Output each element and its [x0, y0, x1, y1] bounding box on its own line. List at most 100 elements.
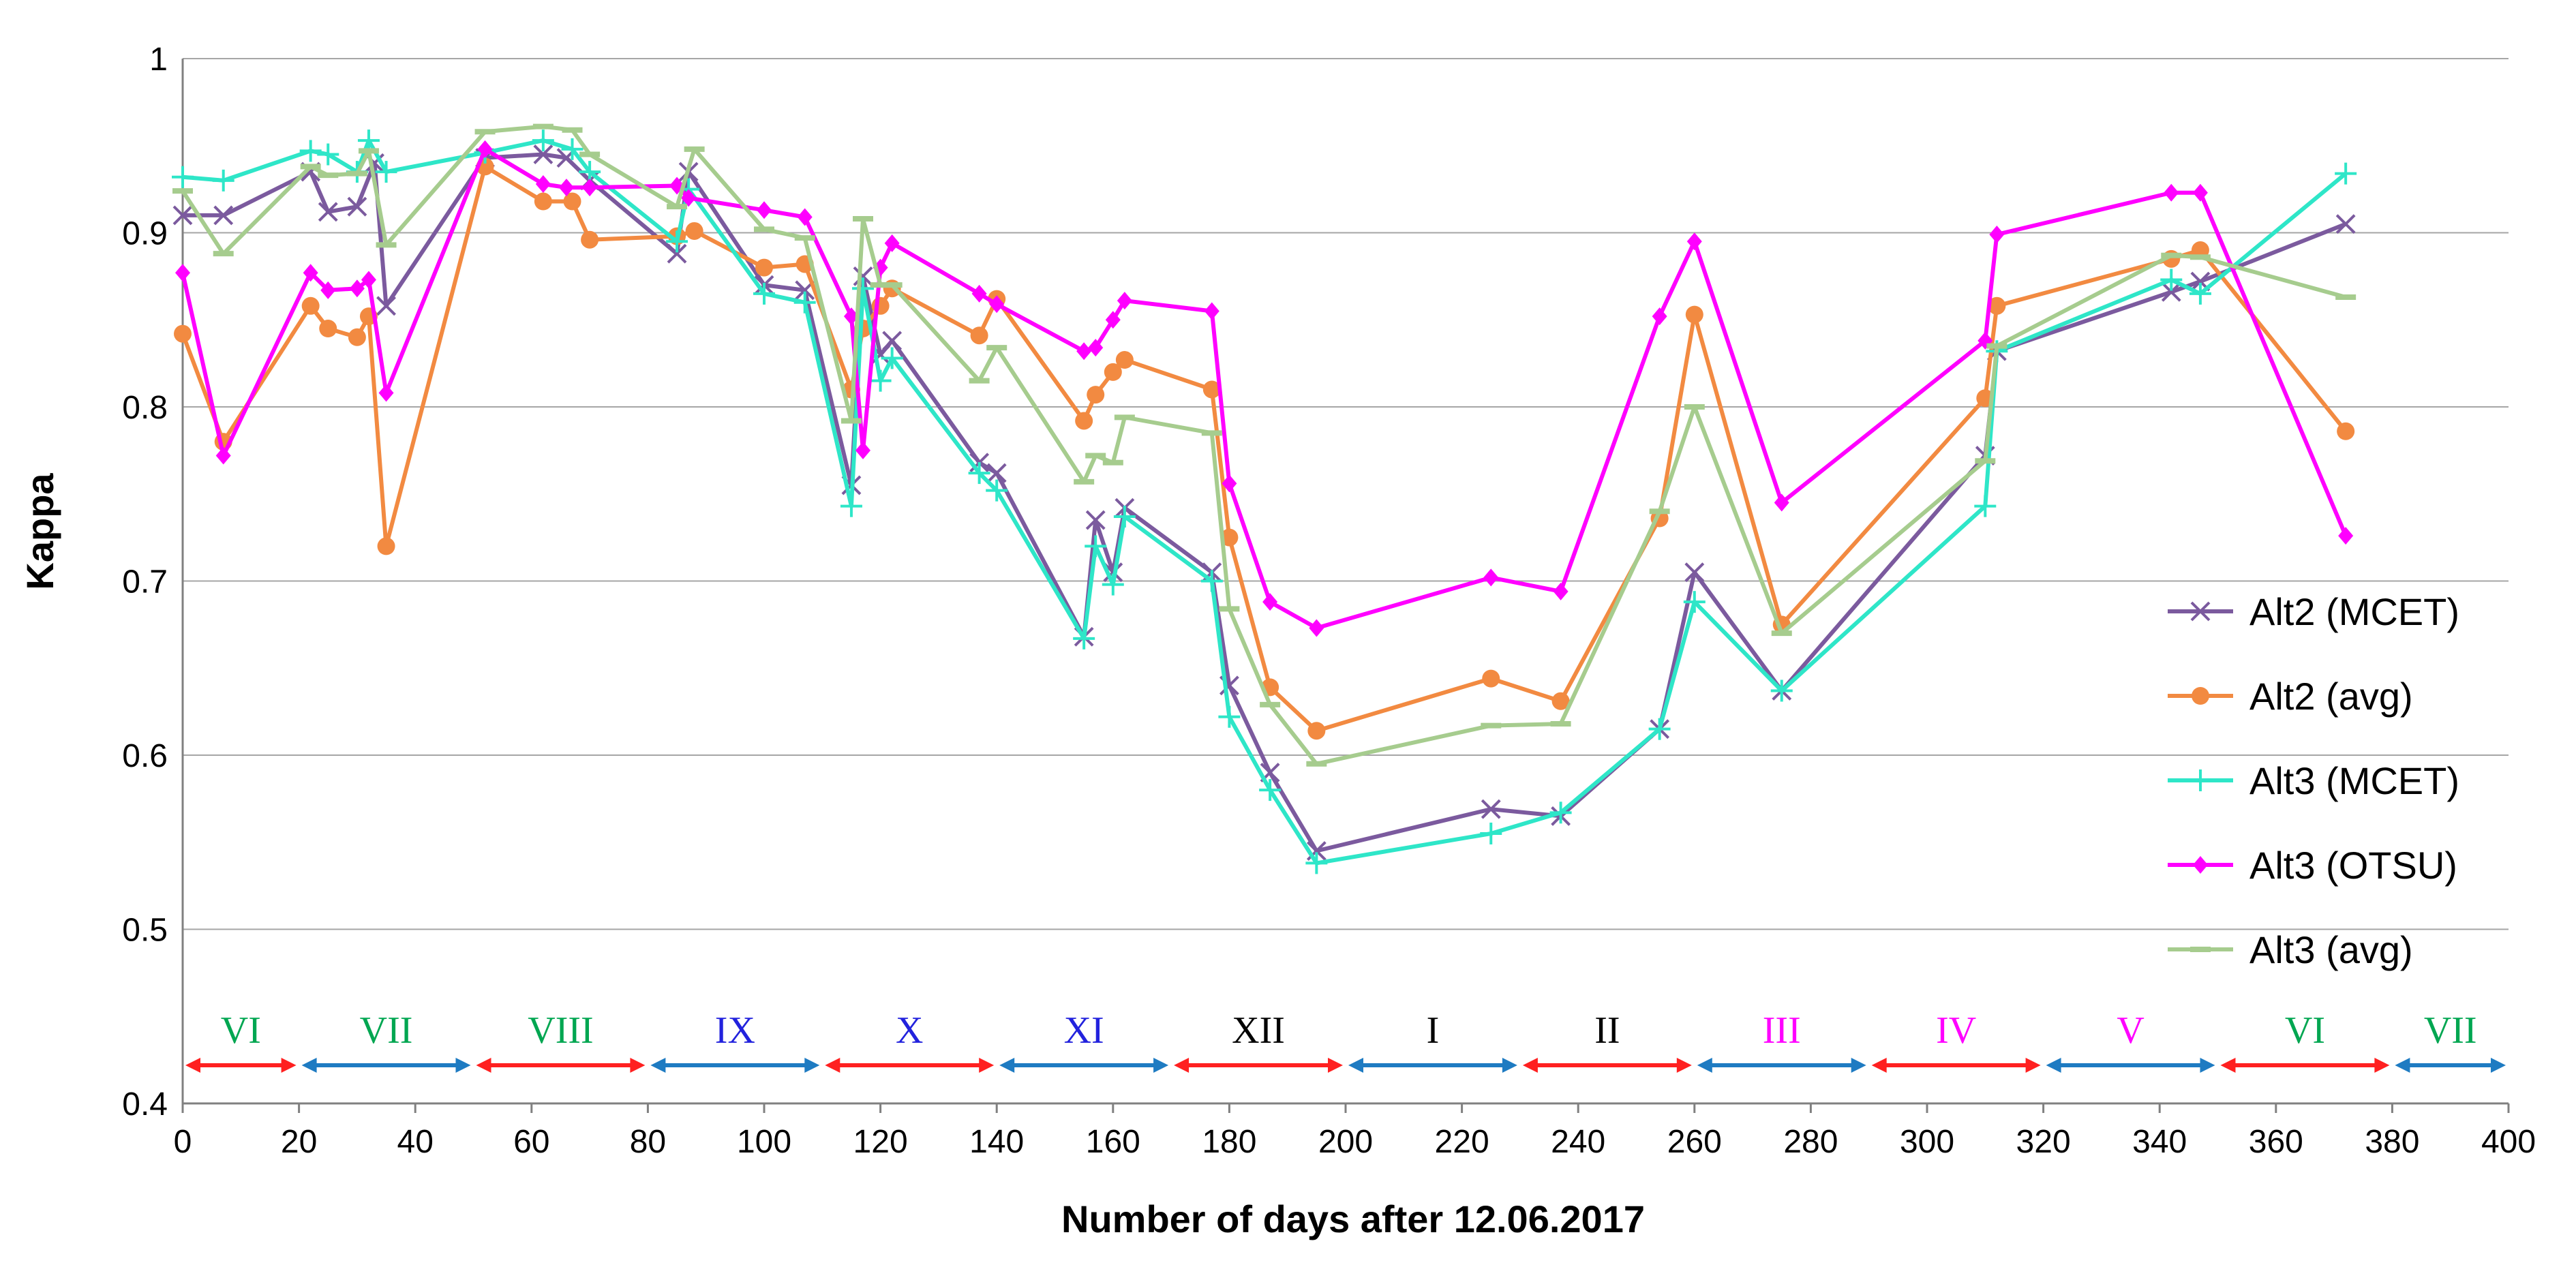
data-point — [1073, 627, 1095, 650]
month-band: VII — [2395, 1009, 2506, 1073]
data-point — [2190, 601, 2211, 622]
month-arrow-head-left — [1348, 1058, 1363, 1073]
data-point — [2335, 162, 2357, 185]
data-point — [361, 271, 376, 289]
data-point — [882, 331, 903, 351]
data-point — [1480, 822, 1502, 844]
data-point — [1087, 386, 1105, 404]
data-point — [348, 328, 366, 346]
series-alt3-otsu — [175, 140, 2354, 637]
month-arrow-head-left — [1871, 1058, 1887, 1073]
month-band: V — [2046, 1009, 2215, 1073]
data-series — [172, 123, 2357, 874]
data-point — [378, 384, 394, 402]
y-tick-label: 0.8 — [122, 390, 168, 426]
data-point — [1305, 852, 1328, 874]
data-point — [881, 347, 903, 369]
month-arrow-head-left — [1522, 1058, 1538, 1073]
x-tick-label: 140 — [969, 1124, 1024, 1160]
data-point — [1262, 593, 1278, 611]
x-tick-label: 120 — [853, 1124, 908, 1160]
month-arrow-head-right — [2025, 1058, 2041, 1073]
data-point — [1113, 505, 1136, 528]
data-point — [375, 161, 397, 183]
y-tick-label: 0.9 — [122, 216, 168, 252]
month-arrow-head-right — [630, 1058, 646, 1073]
y-tick-label: 0.7 — [122, 564, 168, 600]
data-point — [840, 495, 862, 517]
data-point — [1222, 474, 1237, 493]
data-point — [582, 179, 598, 197]
data-point — [1103, 562, 1123, 583]
month-arrow-head-left — [825, 1058, 840, 1073]
month-arrow-head-left — [185, 1058, 200, 1073]
data-point — [1685, 305, 1703, 324]
data-point — [2160, 269, 2183, 291]
x-tick-label: 80 — [630, 1124, 666, 1160]
data-point — [1974, 495, 1997, 517]
data-point — [666, 230, 688, 253]
data-point — [1549, 802, 1572, 824]
month-arrow-head-left — [301, 1058, 317, 1073]
legend-item: Alt2 (avg) — [2168, 675, 2413, 718]
month-label: XI — [1064, 1009, 1104, 1052]
x-tick-label: 160 — [1086, 1124, 1140, 1160]
data-point — [320, 281, 336, 299]
data-point — [319, 320, 337, 338]
data-point — [852, 277, 875, 300]
month-arrow-head-right — [1328, 1058, 1343, 1073]
x-tick-label: 40 — [397, 1124, 434, 1160]
x-tick-label: 200 — [1318, 1124, 1373, 1160]
y-axis-title: Kappa — [18, 473, 61, 590]
data-point — [1481, 799, 1501, 819]
data-point — [1076, 342, 1092, 361]
y-tick-label: 0.4 — [122, 1086, 168, 1123]
data-point — [175, 264, 190, 282]
month-label: IV — [1936, 1009, 1976, 1052]
data-point — [1204, 302, 1219, 320]
month-bands: VI VII VIII IX X XI XII I II III IV V VI VII — [185, 1009, 2506, 1073]
data-point — [212, 169, 234, 192]
x-tick-label: 60 — [513, 1124, 549, 1160]
data-point — [301, 296, 320, 315]
month-arrow-head-right — [1502, 1058, 1517, 1073]
data-point — [317, 143, 339, 166]
data-point — [2335, 214, 2356, 234]
data-point — [1770, 680, 1793, 702]
month-band: VI — [185, 1009, 297, 1073]
data-point — [172, 205, 193, 226]
series-line — [181, 147, 2348, 630]
data-point — [1115, 351, 1134, 369]
data-point — [1551, 692, 1570, 710]
data-point — [1307, 722, 1326, 740]
data-point — [558, 179, 574, 197]
data-point — [357, 129, 380, 152]
legend-item: Alt2 (MCET) — [2168, 590, 2459, 633]
series-alt2-mcet — [172, 144, 2356, 861]
month-band: XI — [999, 1009, 1169, 1073]
month-band: VII — [301, 1009, 471, 1073]
data-point — [561, 138, 584, 160]
month-arrow-head-right — [2491, 1058, 2506, 1073]
data-point — [1482, 669, 1500, 688]
data-point — [667, 243, 687, 264]
month-arrow-head-right — [804, 1058, 820, 1073]
data-point — [1218, 705, 1241, 728]
data-point — [753, 282, 775, 305]
data-point — [869, 369, 892, 392]
data-point — [2189, 282, 2211, 305]
data-point — [1259, 779, 1282, 802]
data-point — [968, 462, 990, 485]
data-point — [685, 222, 703, 240]
x-tick-label: 380 — [2365, 1124, 2419, 1160]
data-point — [797, 208, 813, 226]
data-point — [681, 189, 697, 207]
month-arrow-head-left — [1697, 1058, 1712, 1073]
month-arrow-head-left — [2395, 1058, 2410, 1073]
month-arrow-head-left — [999, 1058, 1015, 1073]
gridlines — [183, 58, 2509, 930]
data-point — [533, 144, 554, 164]
x-tick-label: 0 — [174, 1124, 192, 1160]
data-point — [986, 479, 1008, 502]
